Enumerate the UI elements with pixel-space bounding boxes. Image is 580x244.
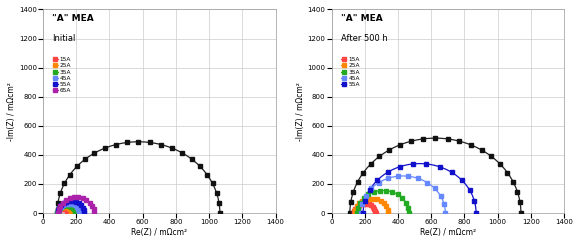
Y-axis label: -Im(Z) / mΩcm²: -Im(Z) / mΩcm²	[7, 82, 16, 141]
X-axis label: Re(Z) / mΩcm²: Re(Z) / mΩcm²	[131, 228, 187, 237]
Y-axis label: -Im(Z) / mΩcm²: -Im(Z) / mΩcm²	[296, 82, 304, 141]
X-axis label: Re(Z) / mΩcm²: Re(Z) / mΩcm²	[420, 228, 476, 237]
Text: After 500 h: After 500 h	[341, 34, 387, 43]
Text: Initial: Initial	[52, 34, 75, 43]
Text: "A" MEA: "A" MEA	[341, 13, 383, 22]
Text: "A" MEA: "A" MEA	[52, 13, 94, 22]
Legend: 15A, 25A, 35A, 45A, 55A, 65A: 15A, 25A, 35A, 45A, 55A, 65A	[53, 57, 71, 93]
Legend: 15A, 25A, 35A, 45A, 55A: 15A, 25A, 35A, 45A, 55A	[342, 57, 360, 87]
